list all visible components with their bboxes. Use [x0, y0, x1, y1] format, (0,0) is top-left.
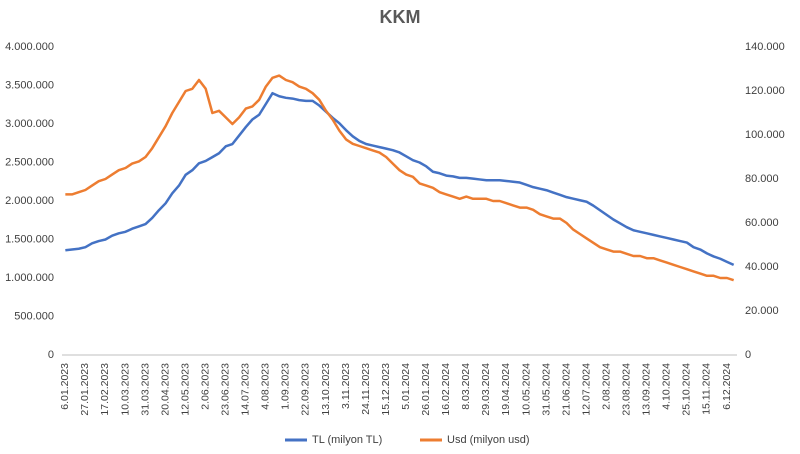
x-tick-label: 15.12.2023 — [380, 363, 392, 416]
y-tick-label: 120.000 — [745, 85, 785, 97]
x-tick-label: 13.10.2023 — [320, 363, 332, 416]
x-tick-label: 20.04.2023 — [159, 363, 171, 416]
x-tick-label: 2.08.2024 — [600, 363, 612, 410]
x-tick-label: 13.09.2024 — [641, 363, 653, 416]
x-tick-label: 23.08.2024 — [621, 363, 633, 416]
x-tick-label: 27.01.2023 — [79, 363, 91, 416]
y-tick-label: 60.000 — [745, 217, 779, 229]
x-tick-label: 5.01.2024 — [400, 363, 412, 410]
x-tick-label: 10.03.2023 — [119, 363, 131, 416]
y-tick-label: 40.000 — [745, 261, 779, 273]
line-series — [65, 91, 735, 267]
y-tick-label: 2.500.000 — [5, 156, 54, 168]
x-tick-label: 1.09.2023 — [280, 363, 292, 410]
chart-title: KKM — [380, 7, 421, 27]
y-tick-label: 4.000.000 — [5, 41, 54, 53]
x-tick-label: 4.08.2023 — [260, 363, 272, 410]
y-tick-label: 3.000.000 — [5, 118, 54, 130]
y-tick-label: 1.500.000 — [5, 233, 54, 245]
x-tick-label: 31.03.2023 — [139, 363, 151, 416]
x-tick-label: 12.07.2024 — [580, 363, 592, 416]
y-tick-label: 500.000 — [14, 310, 54, 322]
x-tick-label: 16.02.2024 — [440, 363, 452, 416]
x-tick-label: 23.06.2023 — [220, 363, 232, 416]
x-tick-label: 24.11.2023 — [360, 363, 372, 415]
y-tick-label: 0 — [745, 349, 751, 361]
y-tick-label: 3.500.000 — [5, 79, 54, 91]
y-tick-label: 140.000 — [745, 41, 785, 53]
x-tick-label: 6.01.2023 — [59, 363, 71, 410]
x-tick-label: 22.09.2023 — [300, 363, 312, 416]
x-tick-label: 4.10.2024 — [661, 363, 673, 410]
y-tick-label: 0 — [48, 349, 54, 361]
y-tick-label: 2.000.000 — [5, 195, 54, 207]
x-tick-label: 3.11.2023 — [340, 363, 352, 409]
x-tick-label: 2.06.2023 — [199, 363, 211, 410]
x-tick-label: 17.02.2023 — [99, 363, 111, 416]
legend-label: TL (milyon TL) — [312, 434, 382, 446]
legend-label: Usd (milyon usd) — [447, 434, 530, 446]
x-tick-label: 25.10.2024 — [681, 363, 693, 416]
x-tick-label: 12.05.2023 — [179, 363, 191, 416]
x-tick-label: 15.11.2024 — [701, 363, 713, 415]
line-series — [65, 74, 735, 282]
x-tick-label: 19.04.2024 — [500, 363, 512, 416]
x-tick-label: 26.01.2024 — [420, 363, 432, 416]
x-tick-label: 29.03.2024 — [480, 363, 492, 416]
y-tick-label: 1.000.000 — [5, 272, 54, 284]
y-tick-label: 100.000 — [745, 129, 785, 141]
x-tick-label: 21.06.2024 — [560, 363, 572, 416]
x-tick-label: 8.03.2024 — [460, 363, 472, 410]
x-tick-label: 6.12.2024 — [721, 363, 733, 410]
x-tick-label: 31.05.2024 — [540, 363, 552, 416]
y-tick-label: 20.000 — [745, 305, 779, 317]
x-tick-label: 14.07.2023 — [240, 363, 252, 416]
x-tick-label: 10.05.2024 — [520, 363, 532, 416]
y-tick-label: 80.000 — [745, 173, 779, 185]
